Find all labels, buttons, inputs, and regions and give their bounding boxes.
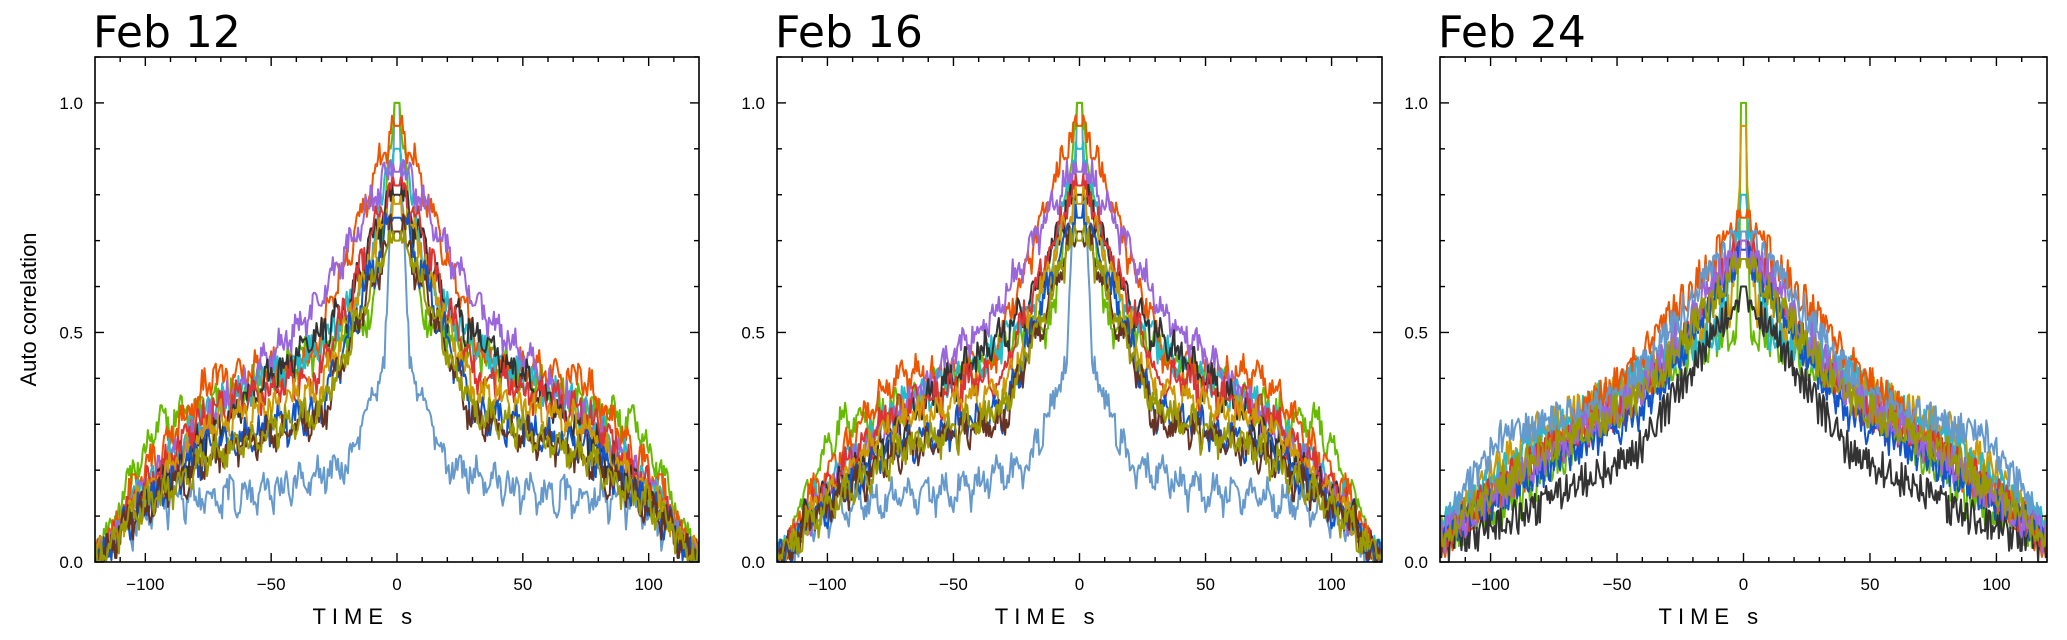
- y-tick-label: 1.0: [59, 94, 83, 113]
- series-line: [95, 179, 699, 562]
- y-axis-label: Auto correlation: [16, 232, 41, 386]
- panel-title: Feb 24: [1438, 7, 1586, 58]
- series-group: [1440, 101, 2047, 562]
- x-tick-label: 0: [392, 575, 401, 594]
- series-line: [777, 225, 1382, 562]
- series-line: [1440, 240, 2047, 542]
- series-line: [1440, 101, 2047, 557]
- x-tick-label: 100: [1317, 575, 1345, 594]
- series-line: [777, 101, 1382, 562]
- series-line: [1440, 229, 2047, 543]
- panel-title: Feb 16: [775, 7, 923, 58]
- x-tick-label: −50: [1603, 575, 1632, 594]
- y-tick-label: 0.5: [59, 323, 83, 342]
- y-tick-label: 0.0: [59, 553, 83, 572]
- series-group: [95, 101, 699, 562]
- series-line: [1440, 255, 2047, 548]
- y-tick-label: 0.5: [741, 323, 765, 342]
- x-tick-label: −100: [126, 575, 164, 594]
- series-line: [95, 176, 699, 562]
- series-line: [95, 212, 699, 562]
- panel-feb-16: Feb 16 TIME s −100 −50 0 50 100 0.0 0.5 1.0: [741, 7, 1383, 629]
- x-tick-label: 50: [1860, 575, 1879, 594]
- series-line: [95, 147, 699, 562]
- x-tick-label: 100: [634, 575, 662, 594]
- x-tick-label: −50: [939, 575, 968, 594]
- x-axis-label: TIME s: [312, 604, 418, 629]
- x-tick-label: −100: [808, 575, 846, 594]
- y-tick-label: 1.0: [1404, 94, 1428, 113]
- series-line: [95, 229, 699, 562]
- series-line: [95, 114, 699, 562]
- x-tick-label: 0: [1075, 575, 1084, 594]
- x-axis-label: TIME s: [1659, 604, 1765, 629]
- x-axis-label: TIME s: [995, 604, 1101, 629]
- x-tick-label: −100: [1471, 575, 1509, 594]
- panel-title: Feb 12: [93, 7, 241, 58]
- panel-feb-24: Feb 24 TIME s −100 −50 0 50 100 0.0 0.5 1.0: [1404, 7, 2048, 629]
- series-line: [777, 224, 1382, 560]
- series-line: [1440, 239, 2047, 555]
- series-line: [95, 159, 699, 562]
- series-line: [777, 114, 1382, 562]
- x-tick-label: −50: [257, 575, 286, 594]
- y-tick-label: 0.0: [741, 553, 765, 572]
- series-group: [777, 101, 1382, 562]
- x-tick-label: 50: [513, 575, 532, 594]
- series-line: [777, 173, 1382, 562]
- x-tick-label: 100: [1982, 575, 2010, 594]
- panel-feb-12: Feb 12 TIME s Auto correlation −100 −50 0 5…: [16, 7, 700, 629]
- y-tick-label: 0.5: [1404, 323, 1428, 342]
- plot-frame: [94, 56, 700, 563]
- series-line: [1440, 285, 2047, 562]
- x-tick-label: 0: [1739, 575, 1748, 594]
- y-tick-label: 0.0: [1404, 553, 1428, 572]
- x-tick-label: 50: [1196, 575, 1215, 594]
- series-line: [777, 185, 1382, 562]
- y-tick-label: 1.0: [741, 94, 765, 113]
